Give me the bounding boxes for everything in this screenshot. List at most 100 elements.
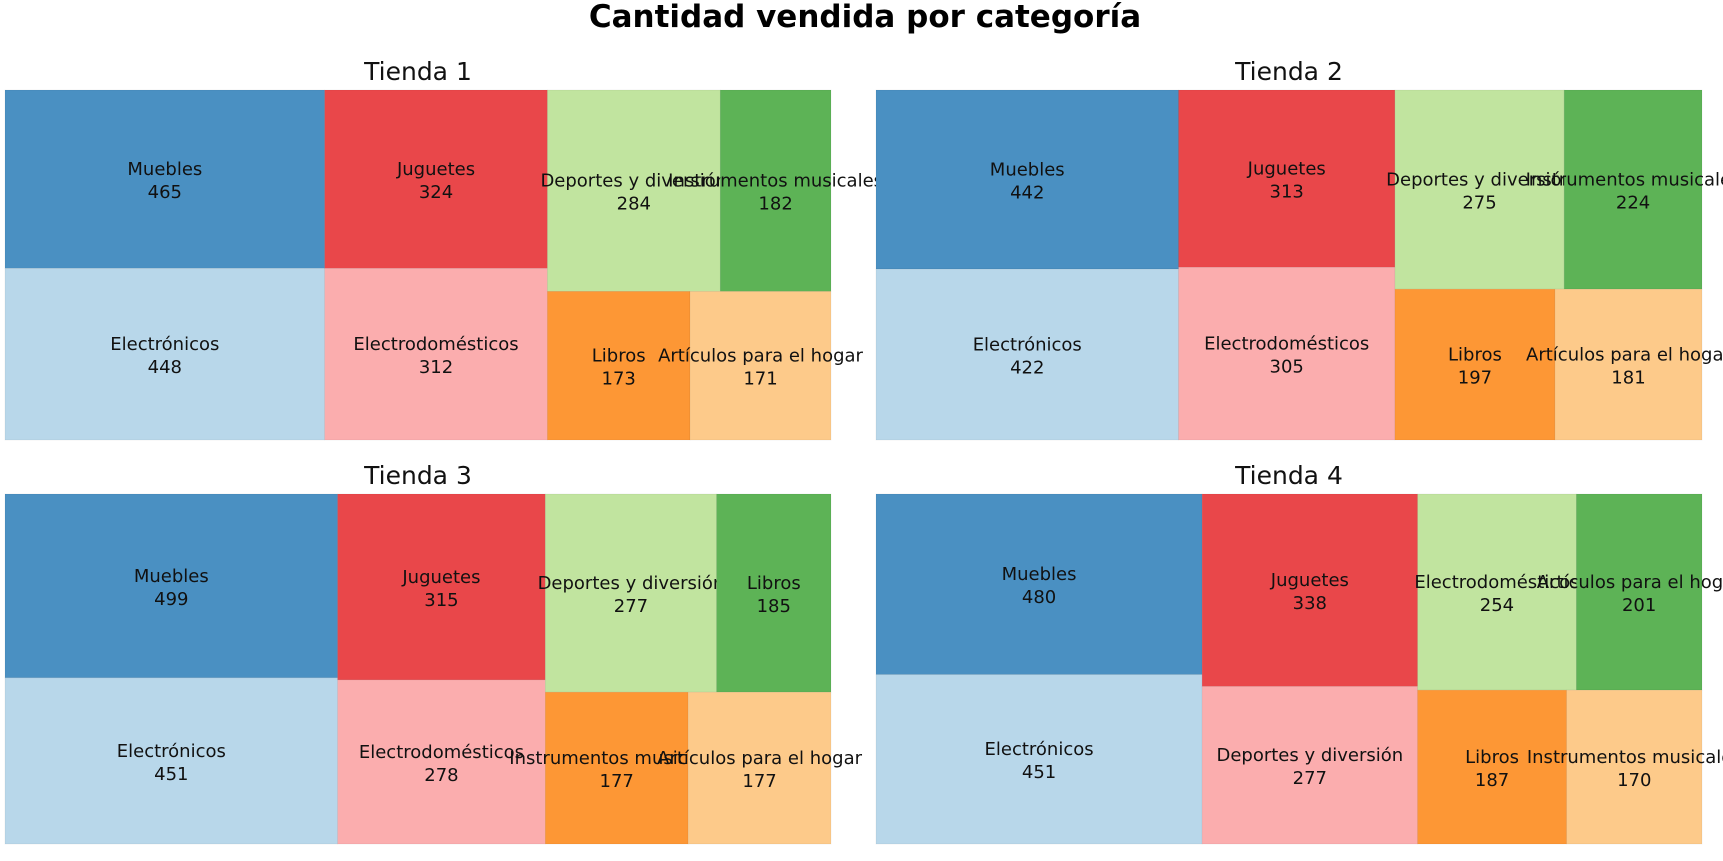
tile-muebles <box>4 493 338 679</box>
tile-value-label: 275 <box>1462 193 1496 214</box>
tile-value-label: 187 <box>1475 770 1509 791</box>
tile-electrodomesticos <box>324 268 548 441</box>
tile-electronicos <box>875 268 1179 441</box>
tile-value-label: 312 <box>419 357 453 378</box>
tile-category-label: Electrodomésticos <box>1414 572 1579 593</box>
tile-category-label: Deportes y diversión <box>540 171 727 192</box>
tile-deportes-y-diversion <box>1394 89 1565 290</box>
tile-value-label: 451 <box>154 764 188 785</box>
tile-value-label: 480 <box>1022 587 1056 608</box>
tile-category-label: Deportes y diversión <box>1216 745 1403 766</box>
tile-libros <box>1417 689 1567 845</box>
tile-category-label: Deportes y diversión <box>1386 170 1573 191</box>
tile-juguetes <box>1178 89 1396 268</box>
tile-electrodomesticos <box>1178 266 1396 441</box>
tile-value-label: 277 <box>614 596 648 617</box>
tile-electrodomesticos <box>337 679 546 845</box>
tile-value-label: 254 <box>1480 595 1514 616</box>
tile-category-label: Artículos para el hogar <box>657 748 862 769</box>
tile-category-label: Electrodomésticos <box>359 742 524 763</box>
tile-value-label: 315 <box>424 590 458 611</box>
tile-value-label: 451 <box>1022 762 1056 783</box>
tile-electronicos <box>875 674 1203 845</box>
tile-value-label: 422 <box>1010 358 1044 379</box>
tile-value-label: 313 <box>1270 182 1304 203</box>
tile-instrumentos-musicales <box>544 691 689 845</box>
tile-category-label: Muebles <box>127 159 202 180</box>
tile-category-label: Deportes y diversión <box>538 573 725 594</box>
tile-category-label: Libros <box>747 573 801 594</box>
tile-articulos-para-el-hogar <box>689 291 832 441</box>
tile-category-label: Electrónicos <box>973 335 1082 356</box>
tile-deportes-y-diversion <box>1201 686 1418 845</box>
tile-category-label: Muebles <box>990 160 1065 181</box>
tile-category-label: Juguetes <box>401 567 480 588</box>
tile-category-label: Muebles <box>134 566 209 587</box>
tile-category-label: Instrumentos musicales <box>1526 170 1723 191</box>
tile-value-label: 182 <box>758 194 792 215</box>
tile-libros <box>547 291 691 441</box>
tile-articulos-para-el-hogar <box>687 691 832 845</box>
tile-value-label: 177 <box>600 771 634 792</box>
tile-articulos-para-el-hogar <box>1576 493 1703 691</box>
tile-category-label: Artículos para el hogar <box>658 346 863 367</box>
tile-value-label: 181 <box>1611 368 1645 389</box>
tile-value-label: 284 <box>617 194 651 215</box>
tile-muebles <box>4 89 325 269</box>
panels-group: Tienda 1Muebles465Electrónicos448Juguete… <box>4 57 1723 845</box>
tile-value-label: 177 <box>742 771 776 792</box>
tile-value-label: 442 <box>1010 183 1044 204</box>
tile-instrumentos-musicales <box>719 89 832 292</box>
tile-libros <box>716 493 832 693</box>
tile-category-label: Juguetes <box>1247 159 1326 180</box>
tile-libros <box>1394 288 1556 441</box>
tile-juguetes <box>1201 493 1418 687</box>
tile-electronicos <box>4 677 338 845</box>
tile-value-label: 338 <box>1293 593 1327 614</box>
tile-deportes-y-diversion <box>547 89 721 292</box>
tile-value-label: 324 <box>419 182 453 203</box>
tile-muebles <box>875 89 1179 270</box>
tile-juguetes <box>337 493 546 681</box>
tile-value-label: 185 <box>757 596 791 617</box>
tile-muebles <box>875 493 1203 675</box>
panel-title: Tienda 4 <box>1234 461 1343 490</box>
tile-deportes-y-diversion <box>544 493 717 693</box>
tile-category-label: Electrodomésticos <box>353 334 518 355</box>
panel-title: Tienda 1 <box>363 57 472 86</box>
tile-value-label: 171 <box>743 369 777 390</box>
tile-category-label: Electrodomésticos <box>1204 334 1369 355</box>
tile-category-label: Artículos para el hogar <box>1526 345 1723 366</box>
tile-category-label: Libros <box>1465 747 1519 768</box>
tile-category-label: Electrónicos <box>117 741 226 762</box>
tile-category-label: Instrumentos musicales <box>1527 747 1723 768</box>
tile-value-label: 499 <box>154 589 188 610</box>
panel-title: Tienda 3 <box>363 461 472 490</box>
tile-category-label: Electrónicos <box>985 739 1094 760</box>
tile-category-label: Libros <box>1448 345 1502 366</box>
tile-value-label: 173 <box>602 369 636 390</box>
tile-electronicos <box>4 267 325 441</box>
chart-title: Cantidad vendida por categoría <box>589 0 1141 35</box>
tile-category-label: Electrónicos <box>110 334 219 355</box>
tile-value-label: 305 <box>1270 357 1304 378</box>
tile-articulos-para-el-hogar <box>1554 288 1703 441</box>
tile-category-label: Instrumentos musicales <box>509 748 724 769</box>
tile-electrodomesticos <box>1417 493 1577 691</box>
tile-value-label: 278 <box>424 765 458 786</box>
tile-value-label: 197 <box>1458 368 1492 389</box>
tile-category-label: Libros <box>592 346 646 367</box>
tile-category-label: Artículos para el hogar <box>1537 572 1723 593</box>
tile-value-label: 170 <box>1617 770 1651 791</box>
tile-value-label: 465 <box>148 182 182 203</box>
tile-category-label: Juguetes <box>396 159 475 180</box>
tile-value-label: 201 <box>1622 595 1656 616</box>
tile-instrumentos-musicales <box>1563 89 1703 290</box>
tile-value-label: 277 <box>1293 768 1327 789</box>
